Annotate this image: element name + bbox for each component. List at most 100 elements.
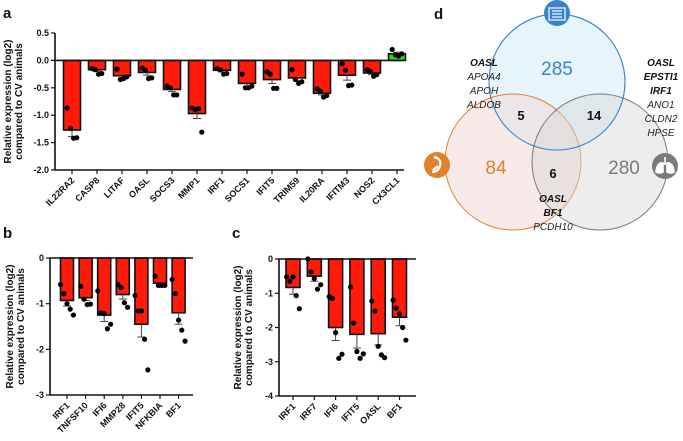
data-point bbox=[324, 92, 330, 99]
venn-gene-lists: OASL APOA4 APOH ALDOB OASL EPSTI1 IRF1 ANO1 CLDN… bbox=[466, 58, 679, 233]
x-tick-label: MMP1 bbox=[176, 175, 201, 200]
x-tick-label: CASP8 bbox=[73, 175, 101, 203]
data-point bbox=[357, 355, 363, 361]
data-point bbox=[58, 281, 64, 288]
gene-label-bold: OASL bbox=[470, 58, 498, 69]
data-point bbox=[267, 71, 273, 77]
data-point bbox=[311, 275, 317, 282]
data-point bbox=[382, 355, 388, 361]
x-tick-label: SOCS1 bbox=[223, 175, 252, 204]
gene-label: CLDN2 bbox=[645, 114, 678, 125]
bar-ifit5 bbox=[134, 257, 149, 326]
venn-count-organ: 84 bbox=[485, 158, 507, 179]
data-point bbox=[142, 67, 148, 73]
data-point bbox=[67, 125, 73, 131]
gene-label-bold: OASL bbox=[539, 194, 567, 205]
data-point bbox=[354, 348, 360, 355]
bar-ifi6 bbox=[327, 258, 344, 329]
data-point bbox=[400, 324, 406, 331]
panel-label-c: c bbox=[232, 225, 240, 242]
data-point bbox=[292, 76, 298, 83]
data-point bbox=[124, 74, 130, 80]
data-point bbox=[274, 85, 280, 91]
x-tick-label: OASL bbox=[358, 401, 383, 426]
data-point bbox=[101, 311, 107, 317]
data-point bbox=[339, 61, 345, 67]
organ-icon bbox=[424, 152, 450, 178]
x-tick-label: TRIM59 bbox=[272, 175, 302, 205]
y-tick-label: 0.5 bbox=[36, 28, 49, 38]
y-tick-label: -2.0 bbox=[33, 165, 49, 175]
data-point bbox=[329, 295, 335, 301]
data-point bbox=[314, 286, 321, 292]
x-tick-label: IRF7 bbox=[298, 401, 319, 422]
gene-label: HPSE bbox=[647, 128, 675, 139]
gene-label: PCDH10 bbox=[533, 222, 573, 233]
y-tick-label: 0.0 bbox=[36, 55, 49, 65]
y-tick-label: -1 bbox=[265, 288, 273, 298]
x-tick-label: LITAF bbox=[102, 175, 127, 200]
x-tick-label: IFITM3 bbox=[324, 175, 351, 202]
y-axis-label: compared to CV animals bbox=[244, 269, 255, 386]
data-point bbox=[347, 284, 354, 290]
data-point bbox=[333, 330, 339, 336]
data-point bbox=[142, 336, 148, 342]
bar-mmp1 bbox=[187, 59, 207, 115]
data-point bbox=[336, 355, 342, 361]
y-axis-label: compared to CV animals bbox=[16, 268, 27, 385]
venn-count-intestine-lung: 14 bbox=[587, 108, 602, 123]
data-point bbox=[284, 274, 290, 280]
data-point bbox=[169, 276, 175, 283]
data-point bbox=[121, 300, 127, 306]
gene-label: APOA4 bbox=[466, 72, 501, 83]
venn-count-organ-lung: 6 bbox=[549, 166, 556, 181]
data-point bbox=[114, 66, 120, 72]
intestine-icon bbox=[544, 0, 570, 26]
y-tick-label: -1 bbox=[36, 299, 44, 309]
data-point bbox=[70, 312, 76, 318]
data-point bbox=[108, 321, 114, 327]
data-point bbox=[125, 304, 131, 310]
venn-count-intestine: 285 bbox=[541, 59, 573, 80]
bar-ifi6 bbox=[96, 257, 112, 316]
data-point bbox=[396, 311, 403, 317]
data-point bbox=[176, 317, 182, 323]
bar-tnfsf10 bbox=[78, 257, 93, 299]
data-point bbox=[293, 293, 299, 299]
data-point bbox=[162, 282, 168, 288]
data-point bbox=[375, 343, 381, 349]
bar-oasl bbox=[370, 258, 387, 335]
x-tick-label: IRF1 bbox=[206, 175, 227, 196]
y-tick-label: -3 bbox=[265, 357, 273, 367]
data-point bbox=[172, 291, 178, 297]
data-point bbox=[308, 269, 314, 275]
data-point bbox=[351, 320, 357, 326]
bar-il22ra2 bbox=[62, 59, 82, 131]
data-point bbox=[372, 308, 378, 314]
data-point bbox=[182, 338, 188, 344]
data-point bbox=[64, 301, 70, 307]
panel-label-d: d bbox=[434, 6, 443, 23]
data-point bbox=[367, 68, 373, 74]
x-tick-label: IFI6 bbox=[322, 401, 340, 419]
data-point bbox=[217, 67, 223, 73]
data-point bbox=[138, 308, 144, 314]
data-point bbox=[299, 79, 305, 85]
data-point bbox=[318, 282, 324, 288]
data-point bbox=[87, 301, 93, 307]
data-point bbox=[317, 88, 323, 94]
y-tick-label: -0.5 bbox=[33, 83, 49, 93]
data-point bbox=[61, 291, 67, 297]
data-point bbox=[393, 305, 399, 311]
gene-label: ALDOB bbox=[466, 100, 501, 111]
data-point bbox=[196, 106, 202, 112]
data-point bbox=[369, 298, 375, 304]
y-axis-label: compared to CV animals bbox=[14, 43, 25, 160]
gene-label-bold: OASL bbox=[647, 58, 675, 69]
x-tick-label: BF1 bbox=[164, 400, 183, 419]
data-point bbox=[152, 273, 158, 279]
